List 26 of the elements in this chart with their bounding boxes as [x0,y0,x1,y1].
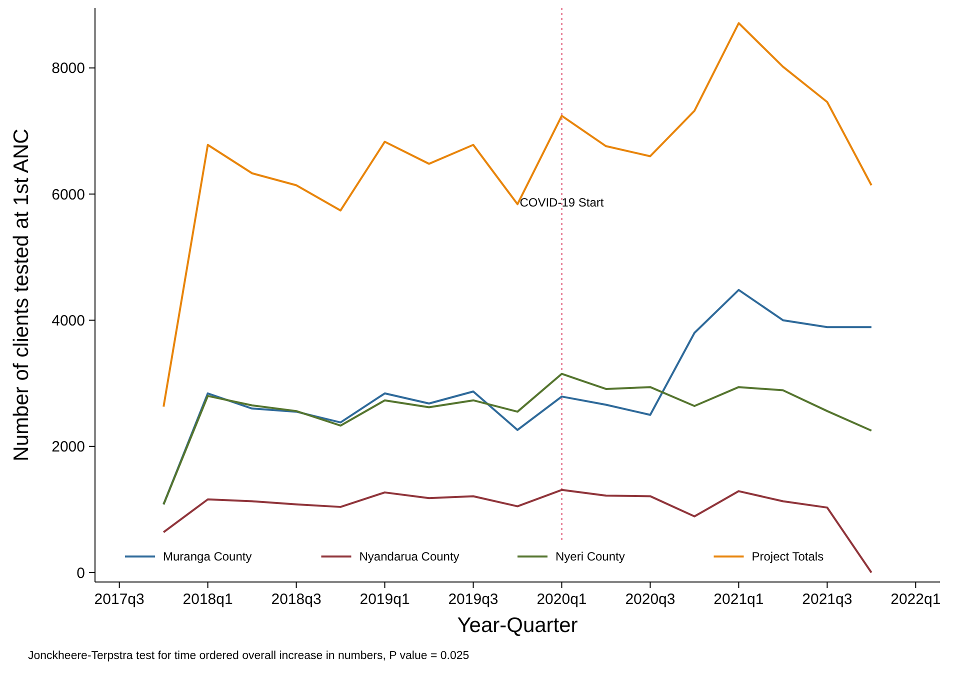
x-tick-label: 2018q1 [182,591,233,608]
y-axis-title: Number of clients tested at 1st ANC [10,128,33,462]
line-series [162,488,872,574]
x-tick-label: 2021q1 [714,591,764,608]
x-tick-label: 2020q3 [625,591,676,608]
legend-label: Nyandarua County [359,550,460,564]
y-tick-label: 6000 [52,186,85,204]
x-axis-title: Year-Quarter [457,614,578,637]
ref-line-label: COVID-19 Start [520,196,604,210]
x-tick-label: 2017q3 [94,591,144,608]
line-series [162,372,872,506]
text: Jonckheere-Terpstra test for time ordered overall increase in numbers, P value = 0.025 [28,650,470,662]
legend-label: Nyeri County [556,550,625,564]
line-series [162,22,872,408]
legend-label: Muranga County [163,550,252,564]
y-tick-label: 0 [76,564,85,582]
y-tick-label: 4000 [52,312,85,330]
legend-label: Project Totals [752,550,824,564]
x-tick-label: 2020q1 [536,591,587,608]
x-tick-label: 2019q3 [448,591,498,608]
x-tick-label: 2022q1 [890,591,941,608]
y-tick-label: 2000 [52,438,85,456]
x-tick-label: 2018q3 [271,591,322,608]
y-tick-label: 8000 [52,60,85,78]
x-tick-label: 2021q3 [802,591,852,608]
x-tick-label: 2019q1 [360,591,410,608]
